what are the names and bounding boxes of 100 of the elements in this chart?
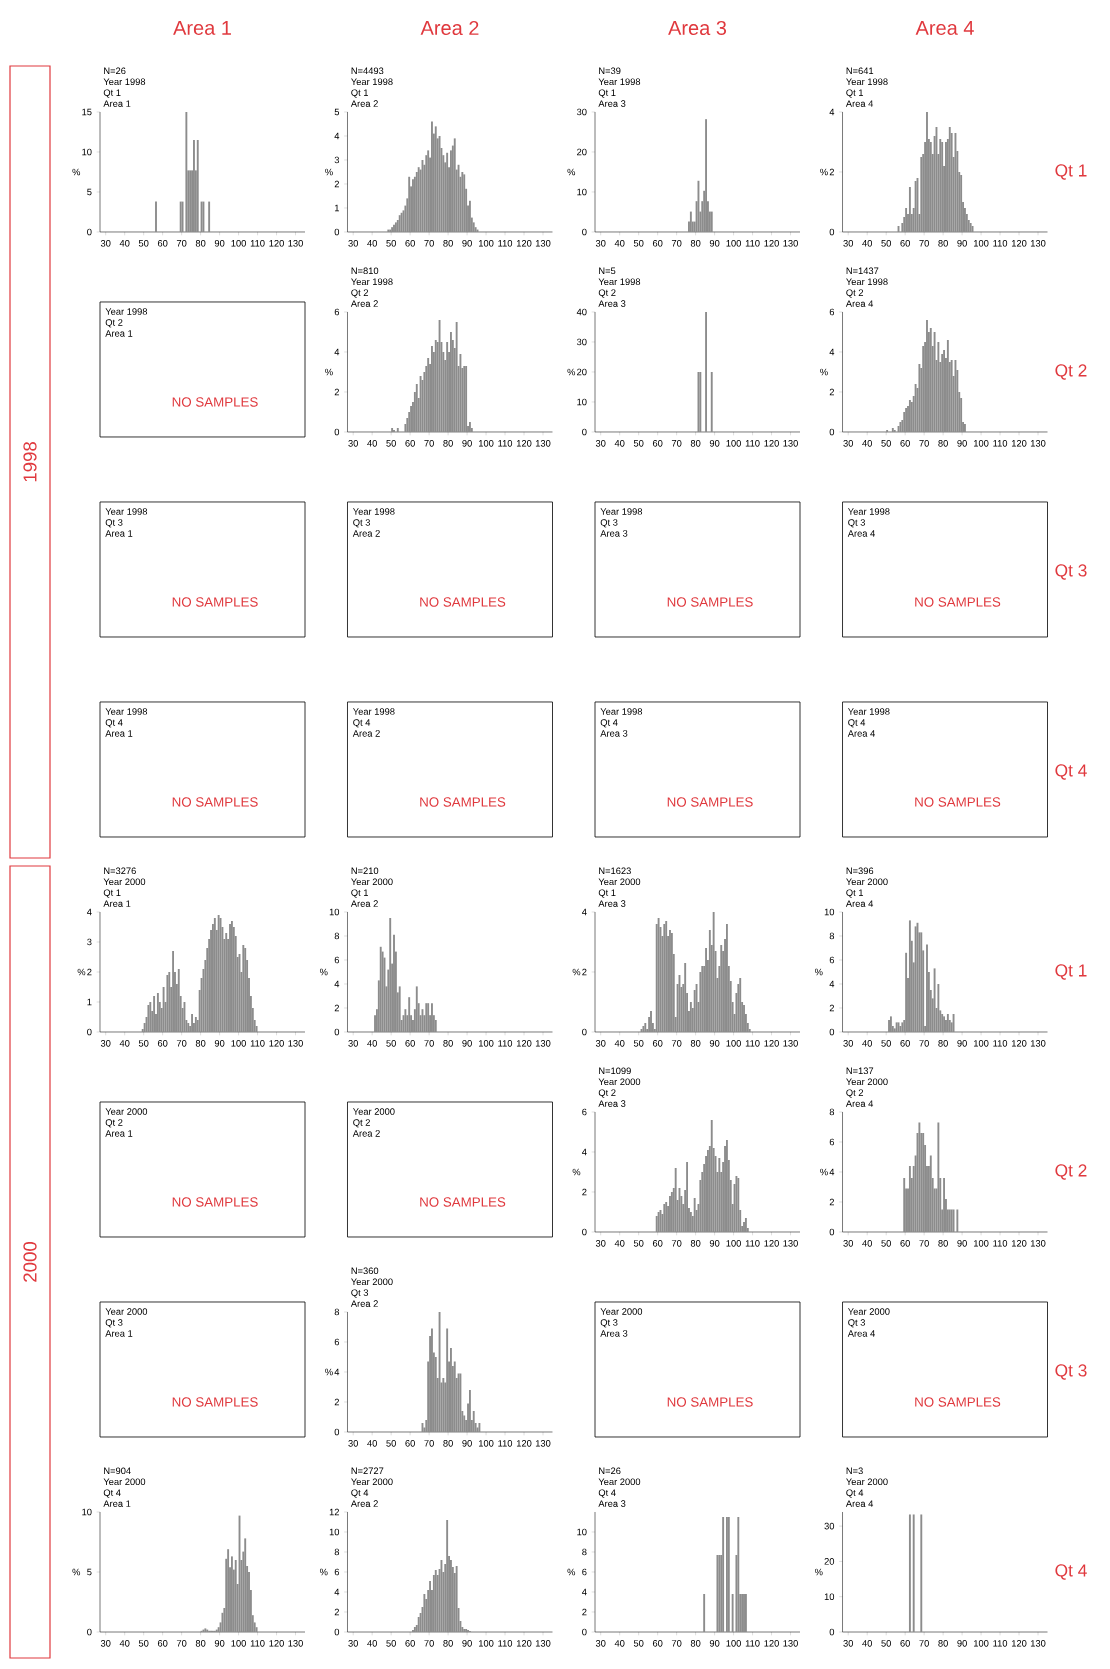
x-tick-label: 60 [652,1040,663,1047]
x-tick-label: 60 [900,1640,910,1647]
text: Year 2000 [598,1078,641,1086]
y-tick-label: 2 [334,388,339,396]
x-tick-label: 100 [478,1040,494,1047]
x-tick-label: 50 [386,240,396,247]
x-tick-label: 30 [595,1240,606,1247]
y-tick-label: 10 [329,1528,340,1536]
x-tick-label: 100 [974,1240,989,1247]
x-tick-label: 100 [231,1640,246,1647]
x-tick-label: 60 [900,240,910,247]
text: Area 1 [105,330,133,337]
x-tick-label: 90 [709,1240,720,1247]
text: Area 2 [350,300,378,307]
text: Area 3 [600,530,628,537]
y-axis-title: % [567,368,576,376]
x-tick-label: 130 [1030,240,1046,247]
text: NO SAMPLES [172,397,258,407]
text: Year 2000 [351,1478,393,1486]
x-tick-label: 130 [535,440,551,447]
text: Qt 2 [598,1089,616,1098]
x-tick-label: 90 [462,1640,472,1647]
x-tick-label: 110 [745,440,760,447]
y-tick-label: 3 [334,156,340,164]
y-tick-label: 2 [829,388,835,396]
y-tick-label: 0 [334,428,340,436]
text: Year 2000 [846,1078,888,1086]
x-tick-label: 130 [288,1640,303,1647]
text: Qt 3 [600,1319,618,1328]
y-tick-label: 2 [334,1608,339,1616]
x-tick-label: 30 [348,1040,359,1047]
text: Qt 4 [598,1489,616,1498]
y-tick-label: 2 [334,1398,339,1406]
text: NO SAMPLES [420,597,506,607]
y-tick-label: 0 [829,1228,835,1236]
y-tick-label: 4 [829,1168,835,1176]
x-tick-label: 120 [269,240,284,247]
y-axis-title: % [567,168,576,176]
text: N=396 [846,867,874,875]
text: Area 4 [845,1500,874,1507]
x-tick-label: 50 [633,1040,644,1047]
y-axis-title: % [319,968,328,976]
x-tick-label: 40 [367,1040,377,1047]
x-tick-label: 70 [424,1640,434,1647]
y-tick-label: 1 [87,998,92,1006]
text: Area 1 [105,730,133,737]
text: 1998 [23,442,37,482]
x-tick-label: 30 [843,1040,854,1047]
x-tick-label: 50 [881,1640,891,1647]
x-tick-label: 100 [231,1040,246,1047]
text: N=904 [104,1467,131,1475]
x-tick-label: 120 [764,1640,779,1647]
text: Year 2000 [600,1308,643,1315]
y-tick-label: 0 [334,228,340,236]
text: Qt 3 [1055,564,1087,580]
x-tick-label: 100 [478,1440,494,1447]
y-tick-label: 2 [87,968,92,976]
y-tick-label: 2 [829,168,835,176]
text: N=3276 [104,867,136,875]
text: Area 2 [350,1300,378,1307]
text: Year 2000 [351,878,393,886]
text: Area 3 [598,1100,626,1107]
x-tick-label: 30 [595,440,606,447]
x-tick-label: 40 [367,240,377,247]
text: Year 1998 [847,708,890,715]
y-tick-label: 5 [334,108,340,116]
x-tick-label: 110 [498,240,513,247]
x-tick-label: 100 [478,440,494,447]
y-tick-label: 4 [829,108,835,116]
x-tick-label: 70 [671,240,682,247]
y-tick-label: 10 [824,908,835,916]
x-tick-label: 40 [119,240,130,247]
y-tick-label: 12 [329,1508,339,1516]
text: Qt 1 [846,89,864,98]
text: Area 3 [598,900,626,907]
x-tick-label: 90 [462,240,472,247]
text: Qt 1 [598,889,616,898]
text: Qt 4 [1055,1564,1087,1580]
text: Year 1998 [600,708,643,715]
text: Year 1998 [105,308,148,315]
x-tick-label: 110 [498,1440,513,1447]
text: Area 4 [845,100,874,107]
y-tick-label: 0 [334,1428,340,1436]
y-axis-title: % [820,168,828,176]
text: Area 2 [350,1500,378,1507]
y-tick-label: 4 [334,348,340,356]
y-tick-label: 2 [582,1188,587,1196]
x-tick-label: 40 [119,1040,130,1047]
x-tick-label: 90 [709,1040,720,1047]
text: Area 1 [105,1130,133,1137]
x-tick-label: 50 [633,440,644,447]
y-tick-label: 4 [334,132,340,140]
x-tick-label: 40 [367,1440,377,1447]
y-tick-label: 10 [824,1593,835,1600]
text: Qt 1 [351,89,369,98]
x-tick-label: 110 [250,1040,265,1047]
text: N=1437 [846,267,879,275]
text: NO SAMPLES [420,1197,506,1207]
text: N=1623 [599,867,631,875]
x-tick-label: 70 [176,240,187,247]
